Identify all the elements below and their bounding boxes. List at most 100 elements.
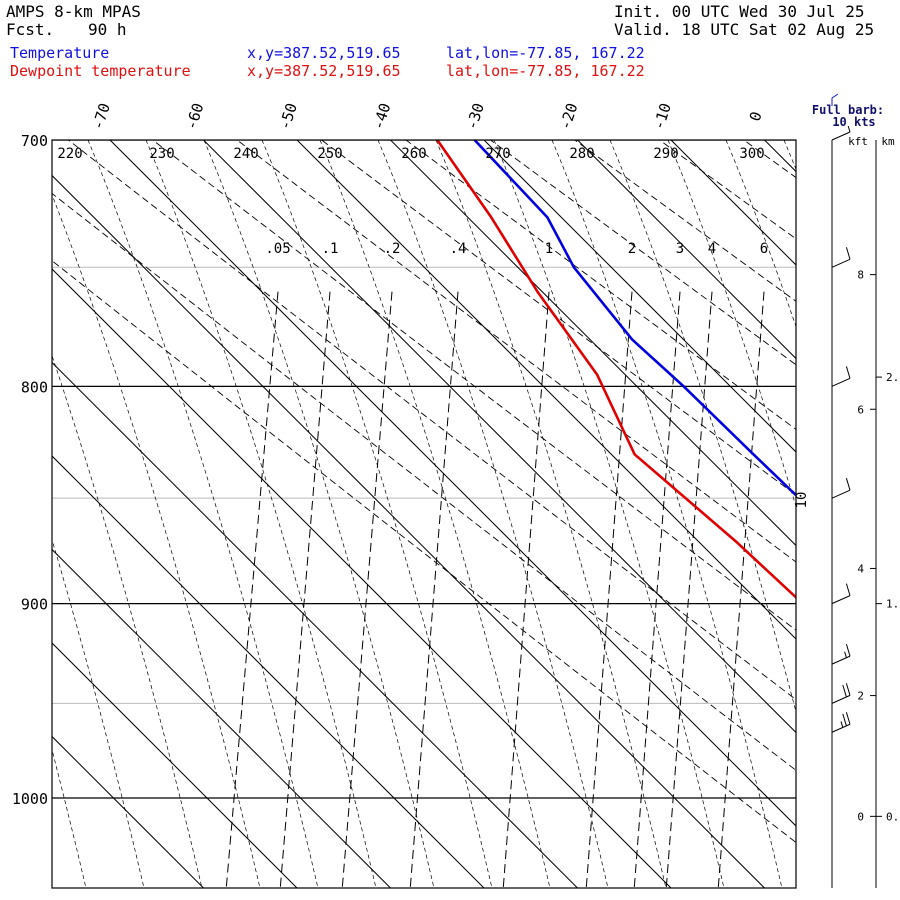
wind-barb	[831, 643, 851, 665]
pressure-label: 700	[21, 132, 48, 150]
moist-adiabat	[203, 140, 435, 888]
latlon-readout-temperature: lat,lon=-77.85, 167.22	[446, 44, 645, 62]
mixing-ratio-label: 1	[545, 241, 553, 257]
dry-adiabat	[320, 140, 796, 496]
pressure-label: 900	[21, 596, 48, 614]
mixing-ratio-label: 6	[760, 241, 768, 257]
latlon-readout-dewpoint: lat,lon=-77.85, 167.22	[446, 62, 645, 80]
mixing-ratio-label: .2	[384, 241, 401, 257]
dewpoint-profile	[436, 140, 796, 600]
mixing-ratio-line	[279, 291, 331, 888]
moist-adiabat	[783, 140, 796, 171]
dry-adiabat	[743, 140, 796, 179]
wind-barb	[831, 247, 851, 268]
isotherm	[296, 140, 796, 640]
isotherm	[483, 140, 796, 453]
dry-adiabat-label: 250	[317, 146, 342, 162]
moist-adiabat	[0, 140, 28, 888]
dry-adiabat	[405, 140, 796, 430]
wind-barb	[831, 712, 851, 733]
model-title: AMPS 8-km MPAS	[6, 2, 141, 21]
mixing-ratio-label: .4	[450, 241, 467, 257]
isotherm	[52, 735, 204, 888]
moist-adiabat	[261, 140, 493, 888]
dry-adiabat	[489, 140, 796, 366]
moist-adiabat	[87, 140, 319, 888]
mixing-ratio-label: 4	[708, 241, 716, 257]
mixing-ratio-line	[585, 291, 633, 888]
mixing-ratio-line	[225, 291, 279, 888]
isotherm-label: -70	[88, 101, 113, 132]
moist-adiabat	[319, 140, 551, 888]
mixing-ratio-line	[665, 291, 713, 888]
moist-adiabat	[725, 140, 796, 328]
mixing-ratio-label: 3	[676, 241, 684, 257]
kft-value-label: 0	[857, 810, 864, 823]
dry-adiabat	[658, 140, 796, 240]
moist-adiabat	[52, 538, 145, 888]
moist-adiabat	[52, 354, 203, 888]
dry-adiabat-label: 280	[569, 146, 594, 162]
temperature-profile	[473, 140, 796, 497]
kft-value-label: 8	[857, 269, 864, 282]
isotherm	[858, 140, 900, 888]
km-value-label: 0.	[886, 810, 899, 823]
pressure-label: 800	[21, 378, 48, 396]
barb-legend-icon	[831, 93, 839, 99]
kft-label: kft	[848, 135, 868, 148]
isotherm	[52, 361, 578, 888]
isotherm-label: -50	[275, 101, 300, 132]
isotherm	[52, 642, 298, 888]
moist-adiabat	[52, 193, 261, 888]
xy-readout-dewpoint: x,y=387.52,519.65	[247, 62, 401, 80]
moist-adiabat-label: 10	[794, 492, 810, 509]
isotherm	[52, 548, 391, 888]
xy-readout-temperature: x,y=387.52,519.65	[247, 44, 401, 62]
wind-barb	[831, 683, 851, 704]
moist-adiabat	[842, 140, 900, 888]
moist-adiabat	[52, 748, 87, 888]
moist-adiabat	[493, 140, 725, 888]
dry-adiabat-label: 220	[57, 146, 82, 162]
forecast-label: Fcst.	[6, 20, 55, 39]
km-value-label: 2.	[886, 371, 899, 384]
moist-adiabat	[609, 140, 796, 714]
dry-adiabat-label: 270	[485, 146, 510, 162]
moist-adiabat	[435, 140, 667, 888]
mixing-ratio-label: 2	[628, 241, 636, 257]
dry-adiabat-label: 300	[739, 146, 764, 162]
isotherm	[390, 140, 796, 547]
pressure-label: 1000	[12, 790, 48, 808]
kft-value-label: 4	[857, 562, 864, 575]
wind-barb	[831, 583, 851, 605]
forecast-hour: 90 h	[88, 20, 127, 39]
plot-frame	[51, 139, 797, 889]
isotherm-label: -20	[556, 101, 581, 132]
isotherm-label: -10	[649, 101, 674, 132]
isotherm-label: -40	[369, 101, 394, 132]
moist-adiabat	[377, 140, 609, 888]
legend-dewpoint: Dewpoint temperature	[10, 62, 191, 80]
isotherm-label: 0	[746, 109, 766, 123]
dry-adiabat	[574, 140, 796, 302]
isotherm	[109, 140, 796, 827]
isotherm	[52, 268, 672, 888]
dry-adiabat-label: 230	[149, 146, 174, 162]
kft-value-label: 2	[857, 690, 864, 703]
barb-legend-value: 10 kts	[832, 115, 875, 129]
kft-value-label: 6	[857, 403, 864, 416]
mixing-ratio-line	[717, 291, 765, 888]
isotherm	[203, 140, 796, 734]
dry-adiabat-label: 260	[401, 146, 426, 162]
mixing-ratio-line	[502, 291, 550, 888]
mixing-ratio-line	[409, 291, 459, 888]
moist-adiabat	[145, 140, 377, 888]
isotherm-label: -30	[462, 101, 487, 132]
isotherm	[52, 174, 765, 888]
legend-temperature: Temperature	[10, 44, 110, 62]
